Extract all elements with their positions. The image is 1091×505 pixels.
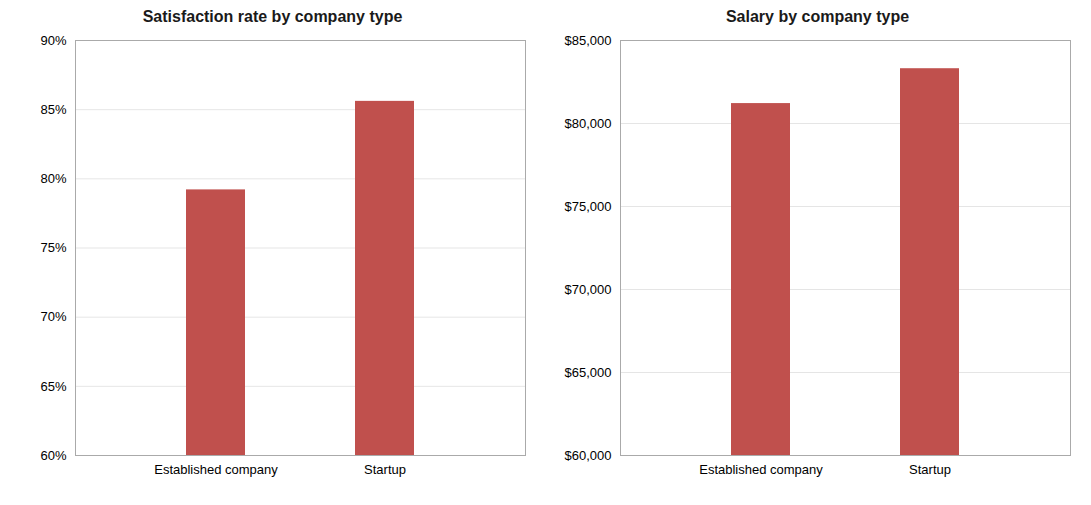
svg-text:90%: 90% — [40, 33, 66, 48]
html-text:Salary by company type: Salary by company type — [725, 8, 910, 25]
svg-text:Startup: Startup — [909, 462, 951, 477]
svg-text:$75,000: $75,000 — [565, 199, 612, 214]
svg-text:Established company: Established company — [699, 462, 823, 477]
svg-text:70%: 70% — [40, 309, 66, 324]
svg-text:$60,000: $60,000 — [565, 448, 612, 463]
svg-text:$85,000: $85,000 — [565, 33, 612, 48]
svg-text:65%: 65% — [40, 378, 66, 393]
svg-text:$65,000: $65,000 — [565, 365, 612, 380]
svg-text:$80,000: $80,000 — [565, 116, 612, 131]
svg-text:60%: 60% — [40, 448, 66, 463]
svg-text:75%: 75% — [40, 240, 66, 255]
svg-text:85%: 85% — [40, 102, 66, 117]
svg-text:80%: 80% — [40, 171, 66, 186]
html-text:Satisfaction rate by company t: Satisfaction rate by company type — [142, 8, 403, 25]
svg-text:$70,000: $70,000 — [565, 282, 612, 297]
svg-text:Startup: Startup — [364, 462, 406, 477]
svg-text:Established company: Established company — [154, 462, 278, 477]
